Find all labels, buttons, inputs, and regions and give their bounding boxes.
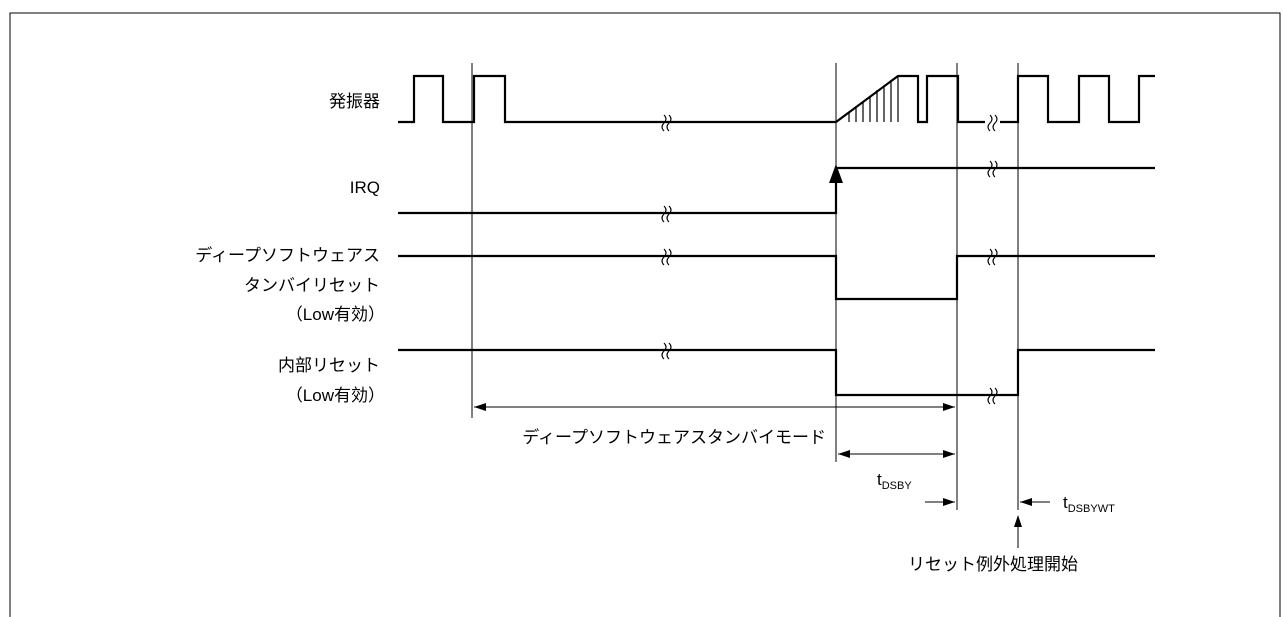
mode-label: ディープソフトウェアスタンバイモード	[522, 427, 826, 447]
mode-arrow	[474, 403, 955, 411]
osc-hatch	[848, 76, 899, 122]
irq-rising-arrow	[829, 164, 843, 183]
irq-label: IRQ	[350, 178, 380, 197]
irq-break-mark-1	[661, 205, 672, 223]
internal-reset-label-line1: 内部リセット	[278, 356, 380, 375]
diagram-border	[9, 12, 1281, 617]
irq-break-mark-2	[987, 160, 998, 178]
internal-reset-waveform	[398, 342, 1155, 405]
osc-break-mark-1	[661, 114, 672, 132]
deep-reset-break-mark-1	[661, 248, 672, 266]
osc-label: 発振器	[329, 92, 380, 111]
reset-start-arrow	[1014, 515, 1022, 548]
deep-reset-label-line1: ディープソフトウェアス	[195, 245, 380, 265]
deep-reset-waveform	[398, 248, 1155, 301]
osc-waveform	[398, 74, 1155, 132]
irq-waveform	[398, 160, 1155, 223]
t-dsbywt-label: tDSBYWT	[1063, 493, 1115, 515]
deep-reset-label-line3: （Low有効）	[286, 305, 385, 324]
deep-reset-break-mark-2	[987, 248, 998, 266]
osc-break-mark-2	[987, 114, 998, 132]
t-dsbywt-arrows	[925, 498, 1050, 506]
internal-reset-break-mark-2	[987, 387, 998, 405]
t-dsby-label: tDSBY	[877, 470, 912, 492]
deep-reset-label-line2: タンバイリセット	[244, 276, 380, 295]
internal-reset-label-line2: （Low有効）	[286, 386, 385, 405]
t-dsby-arrow	[838, 450, 955, 458]
internal-reset-break-mark-1	[661, 342, 672, 360]
reset-start-label: リセット例外処理開始	[908, 555, 1078, 574]
